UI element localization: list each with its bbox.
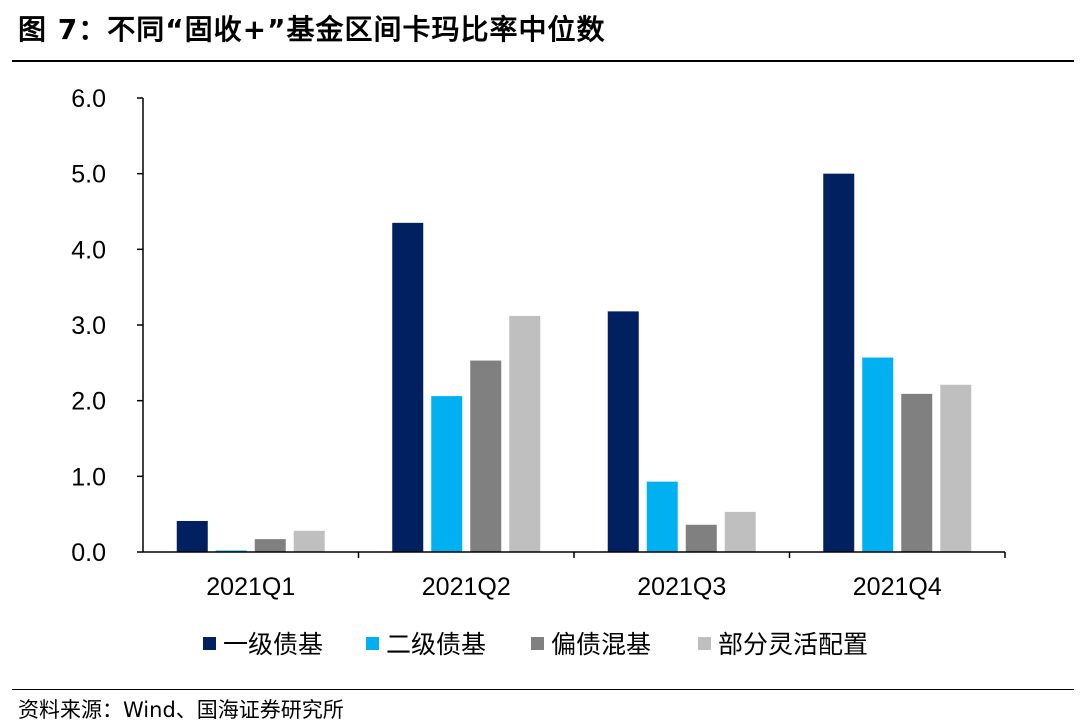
legend: 一级债基 二级债基 偏债混基 部分灵活配置 (203, 631, 868, 659)
legend-swatch (366, 637, 379, 650)
y-axis: 0.0 1.0 2.0 3.0 4.0 5.0 6.0 (71, 85, 144, 567)
bar (646, 481, 678, 552)
x-axis: 2021Q1 2021Q2 2021Q3 2021Q4 (143, 551, 1006, 601)
legend-label: 一级债基 (223, 631, 323, 659)
source-note: 资料来源：Wind、国海证券研究所 (18, 698, 344, 722)
y-tick-label: 1.0 (71, 463, 106, 491)
y-tick-label: 4.0 (71, 236, 106, 264)
legend-swatch (203, 637, 216, 650)
y-tick-label: 3.0 (71, 312, 106, 340)
bar (509, 315, 541, 552)
bar (215, 550, 247, 552)
bar (392, 222, 424, 552)
legend-swatch (531, 637, 544, 650)
y-tick-label: 2.0 (71, 388, 106, 416)
bar (254, 539, 286, 552)
bars (176, 173, 972, 552)
source-rule (12, 689, 1074, 690)
bar (293, 530, 325, 552)
bar (901, 393, 933, 552)
bar (470, 360, 502, 552)
bar (862, 357, 894, 552)
bar (685, 524, 717, 552)
x-tick-label: 2021Q1 (206, 573, 295, 601)
legend-swatch (698, 637, 711, 650)
legend-label: 二级债基 (386, 631, 486, 659)
y-tick-label: 5.0 (71, 161, 106, 189)
title-rule (12, 60, 1074, 62)
x-tick-label: 2021Q3 (637, 573, 726, 601)
figure-title: 图 7：不同“固收+”基金区间卡玛比率中位数 (18, 13, 606, 46)
x-tick-label: 2021Q4 (853, 573, 942, 601)
bar (940, 384, 972, 552)
legend-label: 偏债混基 (551, 631, 651, 659)
bar (176, 520, 208, 552)
bar (823, 173, 855, 552)
bar (607, 311, 639, 552)
legend-label: 部分灵活配置 (718, 631, 868, 659)
bar (724, 511, 756, 552)
y-tick-label: 0.0 (71, 539, 106, 567)
bar-chart: 0.0 1.0 2.0 3.0 4.0 5.0 6.0 2021Q1 2021Q2 2021Q3… (71, 85, 1006, 659)
x-tick-label: 2021Q2 (422, 573, 511, 601)
y-tick-label: 6.0 (71, 85, 106, 113)
bar (431, 396, 463, 552)
